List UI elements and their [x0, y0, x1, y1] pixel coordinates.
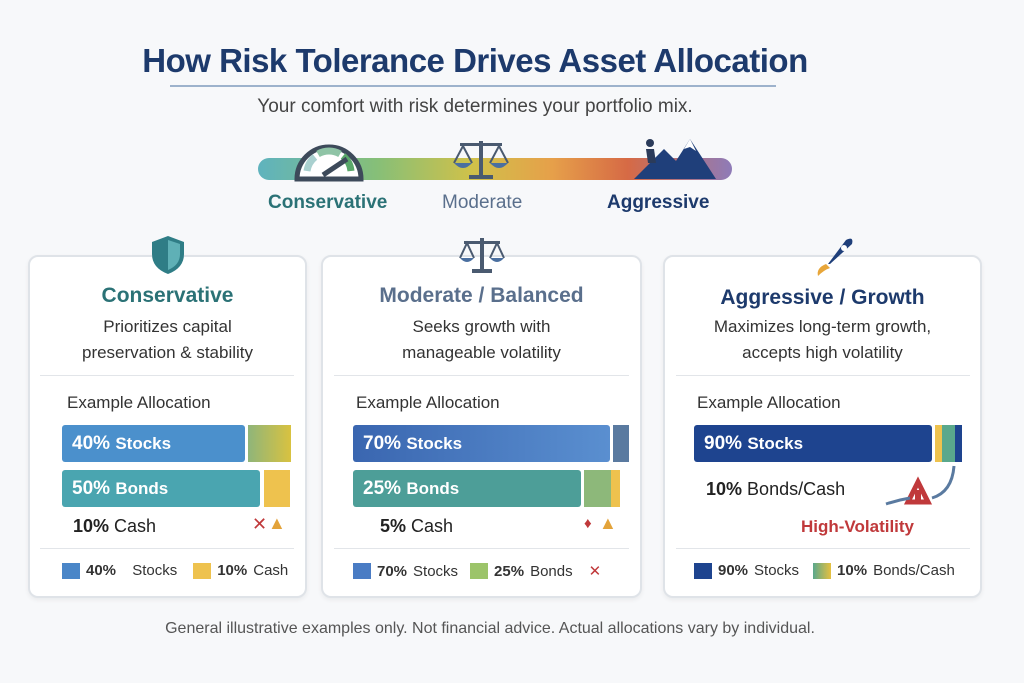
spectrum-label-aggressive: Aggressive	[607, 192, 710, 213]
legend-swatch	[813, 562, 832, 579]
legend-swatch	[694, 562, 712, 579]
card-title: Aggressive / Growth	[720, 286, 925, 309]
card-description: Maximizes long-term growth, accepts high …	[713, 317, 932, 362]
volatility-arrow-icon	[885, 465, 956, 506]
spectrum-label-moderate: Moderate	[442, 192, 523, 213]
cash-segment	[611, 470, 620, 507]
warning-triangle-icon: ▲	[599, 513, 617, 533]
shield-icon	[152, 236, 184, 274]
cash-allocation: 5% Cash	[380, 516, 454, 536]
balance-scale-icon	[453, 141, 509, 179]
legend-swatch	[353, 563, 371, 579]
divider	[40, 548, 294, 549]
stocks-bar: 40% Stocks	[62, 425, 245, 462]
mountain-climber-icon	[634, 139, 716, 179]
card-description: Prioritizes capital preservation & stabil…	[81, 317, 254, 362]
high-volatility-label: High-Volatility	[801, 517, 915, 536]
divider	[334, 375, 629, 376]
example-allocation-label: Example Allocation	[356, 393, 500, 412]
page-subtitle: Your comfort with risk determines your p…	[257, 96, 693, 117]
balance-scale-icon	[459, 238, 505, 273]
legend: 70% Stocks 25% Bonds ✕	[353, 562, 601, 580]
warning-triangle-icon: ▲	[268, 513, 286, 533]
cash-segment	[264, 470, 290, 507]
rocket-icon	[817, 238, 853, 276]
bonds-bar: 25% Bonds	[353, 470, 581, 507]
divider	[676, 375, 970, 376]
title-underline	[170, 85, 776, 87]
card-title: Conservative	[101, 284, 234, 307]
risk-spectrum-bar	[258, 158, 732, 180]
cash-allocation: 10% Cash	[73, 516, 157, 536]
bonds-segment	[942, 425, 955, 462]
stocks-segment	[955, 425, 962, 462]
bonds-segment	[584, 470, 611, 507]
mixed-segment	[248, 425, 291, 462]
stocks-bar: 70% Stocks	[353, 425, 610, 462]
gauge-icon	[294, 144, 364, 182]
legend-swatch	[62, 562, 80, 579]
bonds-bar: 50% Bonds	[62, 470, 260, 507]
example-allocation-label: Example Allocation	[67, 393, 211, 412]
card-description: Seeks growth with manageable volatility	[402, 317, 561, 362]
x-icon: ✕	[588, 563, 602, 580]
spectrum-label-conservative: Conservative	[268, 192, 388, 213]
card-title: Moderate / Balanced	[379, 284, 584, 307]
legend: 90% Stocks 10% Bonds/Cash	[694, 562, 955, 579]
example-allocation-label: Example Allocation	[697, 393, 841, 412]
divider	[40, 375, 294, 376]
divider	[676, 548, 970, 549]
diamond-icon: ♦	[584, 515, 592, 532]
legend: 40% Stocks 10% Cash	[62, 562, 288, 579]
legend-swatch	[193, 562, 212, 579]
disclaimer: General illustrative examples only. Not …	[165, 620, 815, 637]
cash-segment	[935, 425, 942, 462]
stocks-bar: 90% Stocks	[694, 425, 932, 462]
page-title: How Risk Tolerance Drives Asset Allocati…	[142, 42, 808, 79]
x-icon: ✕	[252, 514, 268, 534]
bonds-cash-allocation: 10% Bonds/Cash	[706, 479, 846, 499]
mixed-segment	[613, 425, 629, 462]
legend-swatch	[470, 563, 489, 579]
divider	[334, 548, 629, 549]
